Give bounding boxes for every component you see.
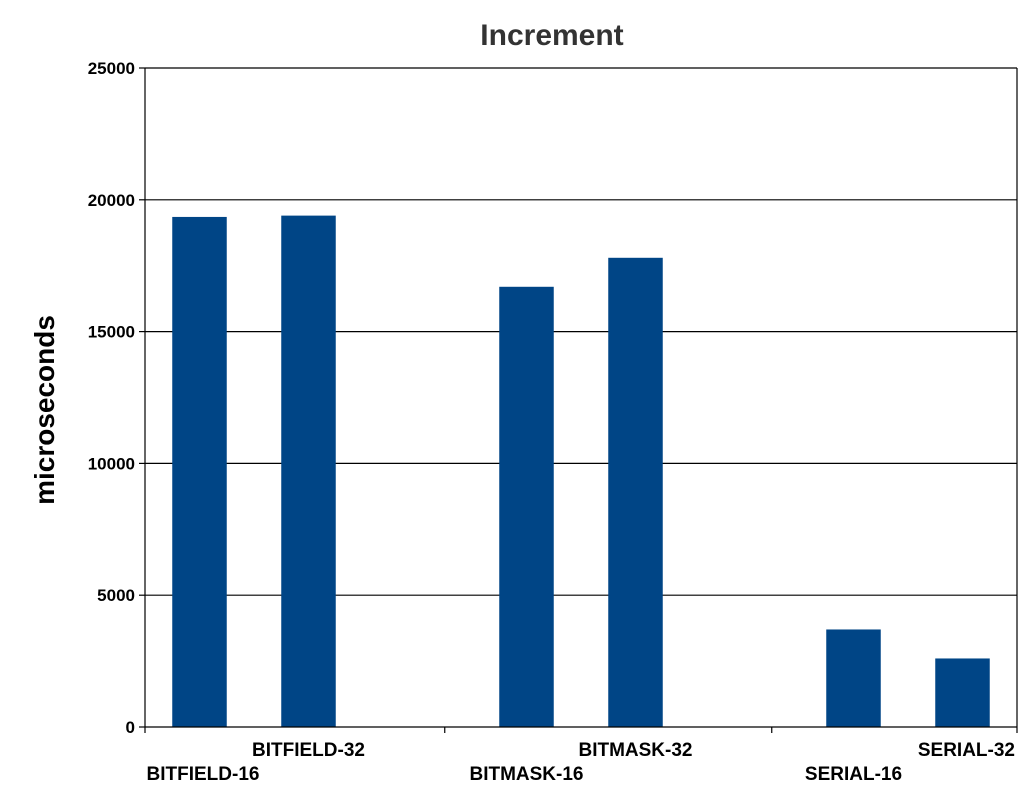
x-tick-label: BITFIELD-16 bbox=[147, 764, 260, 785]
x-tick-label: SERIAL-32 bbox=[918, 740, 1015, 761]
y-tick-label: 15000 bbox=[88, 323, 135, 342]
bar-bitmask-16 bbox=[499, 286, 554, 727]
y-axis-label: microseconds bbox=[29, 315, 60, 505]
y-tick-label: 5000 bbox=[97, 586, 135, 605]
plot-area bbox=[145, 68, 1017, 727]
bar-bitfield-32 bbox=[281, 215, 336, 727]
x-tick-label: BITMASK-32 bbox=[578, 740, 692, 761]
bars bbox=[172, 215, 990, 727]
y-tick-label: 20000 bbox=[88, 191, 135, 210]
axes bbox=[139, 67, 1018, 733]
x-tick-label: SERIAL-16 bbox=[805, 764, 902, 785]
bar-bitmask-32 bbox=[608, 257, 663, 727]
bar-bitfield-16 bbox=[172, 216, 227, 727]
y-tick-label: 25000 bbox=[88, 59, 135, 78]
x-tick-label: BITFIELD-32 bbox=[252, 740, 365, 761]
chart-title: Increment bbox=[480, 19, 623, 52]
bar-serial-32 bbox=[935, 658, 990, 727]
x-tick-labels: BITFIELD-16 BITFIELD-32 BITMASK-16 BITMASK-… bbox=[147, 740, 1015, 785]
y-tick-labels: 0 5000 10000 15000 20000 25000 bbox=[88, 59, 135, 737]
x-tick-label: BITMASK-16 bbox=[469, 764, 583, 785]
y-tick-label: 10000 bbox=[88, 454, 135, 473]
bar-serial-16 bbox=[826, 629, 881, 727]
y-tick-label: 0 bbox=[126, 718, 135, 737]
